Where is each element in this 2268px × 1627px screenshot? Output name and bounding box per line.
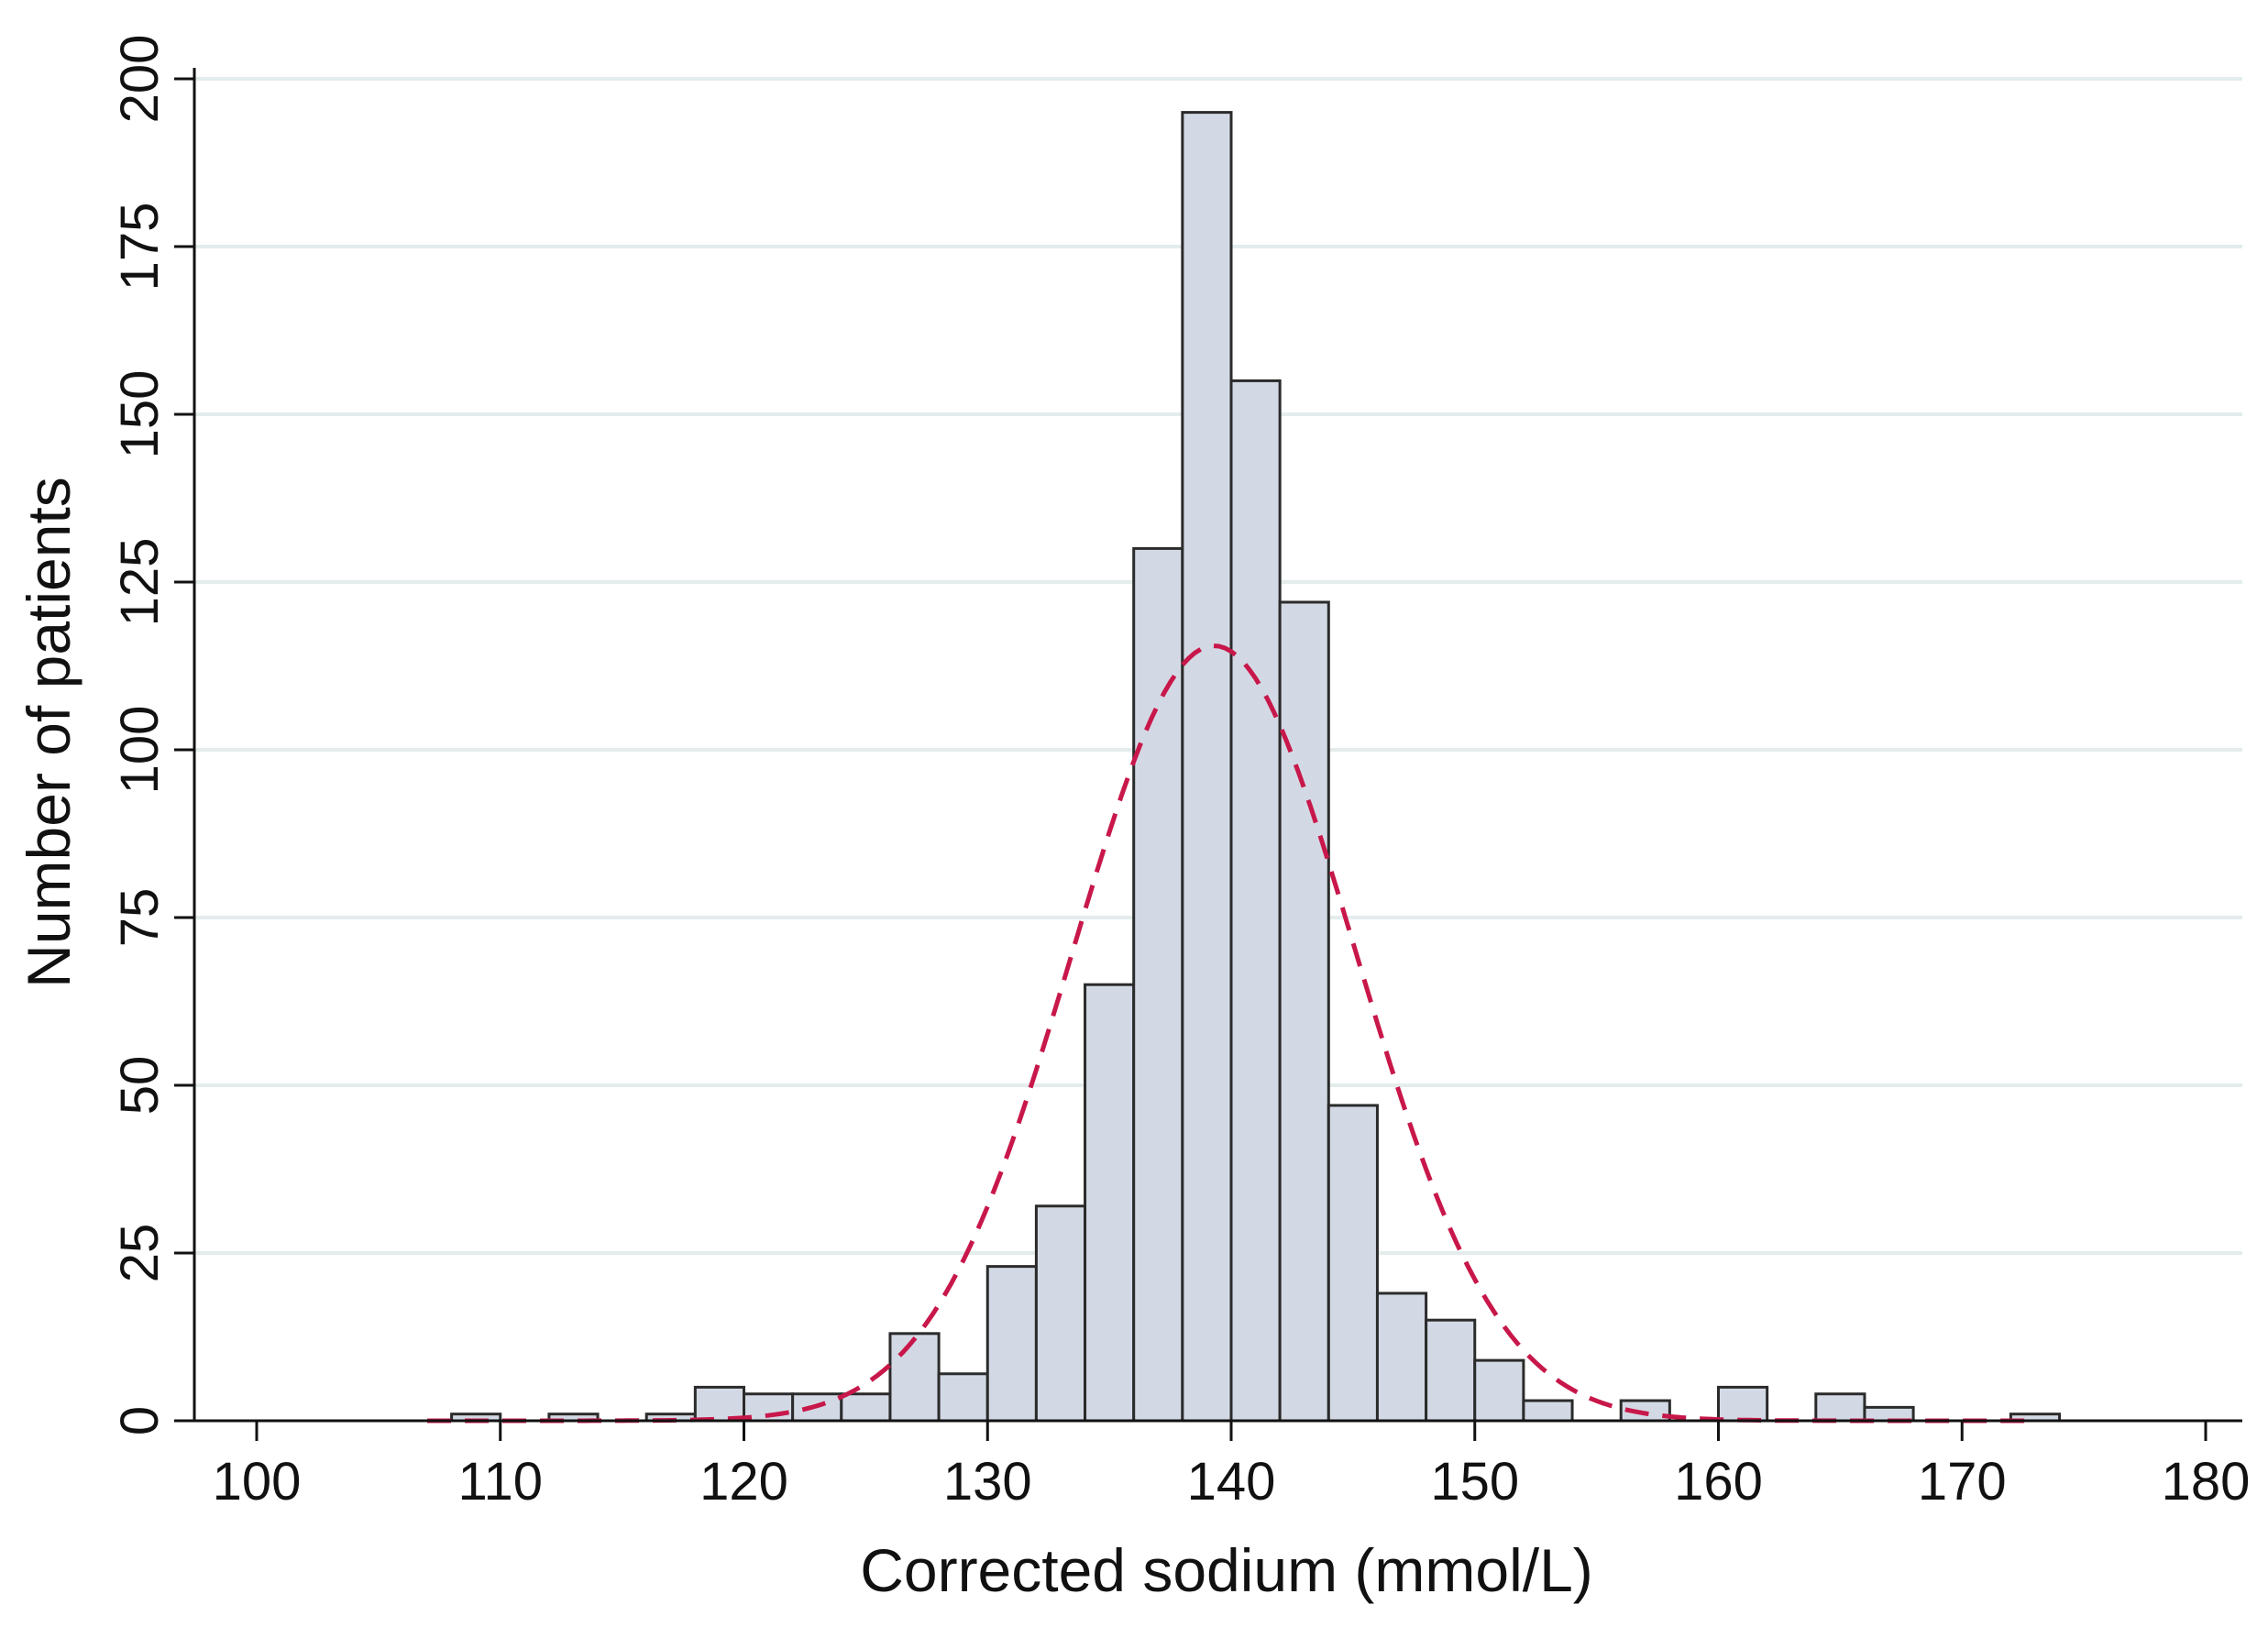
bar-124 bbox=[840, 1392, 892, 1423]
bar-136 bbox=[1132, 546, 1184, 1423]
x-tick-label-180: 180 bbox=[2162, 1452, 2251, 1512]
bar-160 bbox=[1717, 1385, 1769, 1423]
bar-118 bbox=[693, 1385, 745, 1423]
y-tick-label-25: 25 bbox=[110, 1224, 170, 1283]
y-tick-label-100: 100 bbox=[110, 706, 170, 795]
bar-138 bbox=[1181, 111, 1233, 1423]
axes bbox=[174, 68, 2242, 1441]
bar-146 bbox=[1375, 1292, 1428, 1423]
y-tick-label-0: 0 bbox=[110, 1406, 170, 1435]
bar-148 bbox=[1425, 1318, 1477, 1423]
y-axis-title: Number of patients bbox=[15, 477, 83, 988]
bar-134 bbox=[1084, 983, 1136, 1423]
y-tick-label-125: 125 bbox=[110, 538, 170, 627]
bar-130 bbox=[985, 1265, 1038, 1423]
bar-128 bbox=[937, 1372, 989, 1423]
bar-142 bbox=[1278, 600, 1330, 1423]
bar-164 bbox=[1814, 1392, 1866, 1423]
bar-140 bbox=[1229, 379, 1282, 1423]
y-tick-label-200: 200 bbox=[110, 35, 170, 124]
x-tick-label-160: 160 bbox=[1674, 1452, 1763, 1512]
x-tick-label-120: 120 bbox=[699, 1452, 788, 1512]
bar-144 bbox=[1327, 1104, 1379, 1423]
x-tick-label-130: 130 bbox=[943, 1452, 1032, 1512]
histogram-bars bbox=[450, 111, 2062, 1423]
x-tick-label-100: 100 bbox=[213, 1452, 302, 1512]
bar-152 bbox=[1522, 1399, 1574, 1423]
x-tick-label-140: 140 bbox=[1187, 1452, 1276, 1512]
y-tick-label-175: 175 bbox=[110, 203, 170, 291]
y-tick-label-50: 50 bbox=[110, 1056, 170, 1116]
bar-132 bbox=[1034, 1204, 1087, 1423]
bar-126 bbox=[888, 1332, 941, 1423]
x-axis-title: Corrected sodium (mmol/L) bbox=[860, 1536, 1593, 1604]
x-tick-label-150: 150 bbox=[1430, 1452, 1519, 1512]
x-tick-label-110: 110 bbox=[458, 1452, 543, 1512]
x-tick-label-170: 170 bbox=[1918, 1452, 2007, 1512]
y-tick-label-150: 150 bbox=[110, 370, 170, 459]
y-tick-label-75: 75 bbox=[110, 888, 170, 948]
tick-labels: 100 110 120 130 140 150 160 170 180 0 25 50 75 100 125… bbox=[110, 35, 2250, 1512]
bar-150 bbox=[1473, 1358, 1525, 1423]
